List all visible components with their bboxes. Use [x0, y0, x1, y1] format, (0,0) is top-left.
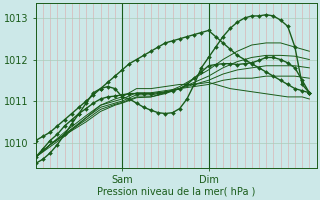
X-axis label: Pression niveau de la mer( hPa ): Pression niveau de la mer( hPa ) — [97, 187, 255, 197]
